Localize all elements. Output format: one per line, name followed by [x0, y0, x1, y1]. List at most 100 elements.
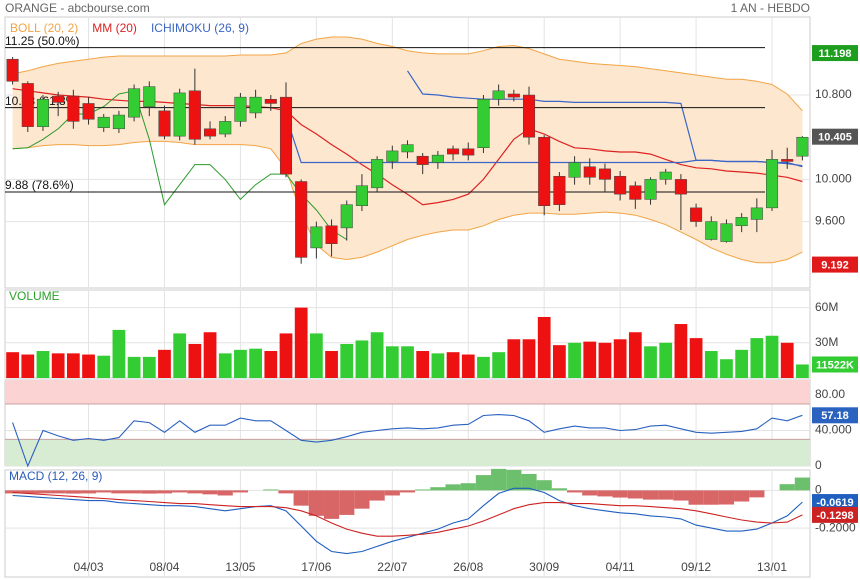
- volume-bar: [112, 329, 126, 378]
- value-tag: 10.405: [818, 132, 852, 144]
- volume-bar: [704, 351, 718, 378]
- x-tick-label: 26/08: [453, 560, 483, 574]
- histogram-bar: [703, 490, 719, 505]
- candle-body: [431, 154, 444, 163]
- fib-label: 11.25 (50.0%): [5, 34, 80, 48]
- candle-body: [538, 136, 551, 207]
- histogram-bar: [96, 490, 112, 493]
- volume-bar: [735, 349, 749, 378]
- candle-body: [310, 226, 323, 249]
- candle-body: [264, 98, 277, 104]
- volume-bar: [674, 324, 688, 378]
- value-tag-box: [812, 356, 858, 373]
- candle-body: [598, 168, 611, 180]
- volume-bar: [264, 351, 278, 378]
- histogram-bar: [445, 484, 461, 491]
- candle-body: [750, 207, 763, 220]
- candle-body: [52, 95, 65, 103]
- histogram-bar: [111, 490, 127, 494]
- candle-body: [371, 159, 384, 189]
- histogram-bar: [734, 490, 750, 502]
- histogram-bar: [217, 490, 233, 496]
- volume-bar: [6, 352, 19, 378]
- volume-bar: [203, 332, 217, 378]
- volume-bar: [355, 340, 369, 378]
- chart-title: ORANGE - abcbourse.com: [5, 1, 150, 15]
- histogram-bar: [582, 490, 598, 496]
- histogram-bar: [642, 490, 659, 500]
- value-tag: -0.0619: [816, 497, 853, 509]
- volume-bar: [385, 346, 399, 378]
- histogram-bar: [688, 490, 704, 505]
- volume-bar: [309, 333, 323, 378]
- volume-bar: [218, 353, 232, 378]
- volume-bar: [51, 353, 65, 378]
- volume-bar: [720, 359, 733, 378]
- candle-body: [492, 90, 505, 100]
- histogram-bar: [491, 468, 507, 491]
- histogram-bar: [779, 484, 795, 491]
- candle-body: [462, 148, 475, 156]
- candle-body: [219, 121, 232, 135]
- histogram-bar: [506, 470, 522, 491]
- candle-body: [629, 185, 642, 200]
- candle-body: [97, 116, 110, 128]
- histogram-bar: [35, 490, 51, 494]
- volume-bar: [613, 339, 627, 378]
- candle-body: [568, 162, 581, 178]
- candle-body: [188, 90, 201, 140]
- candle-body: [173, 92, 186, 137]
- y-tick-label: 60M: [815, 300, 838, 314]
- candle-body: [6, 58, 19, 82]
- histogram-bar: [673, 490, 689, 501]
- legend-entry: MM (20): [92, 21, 137, 35]
- volume-bar: [370, 332, 384, 378]
- histogram-bar: [339, 490, 355, 515]
- x-tick-label: 04/03: [74, 560, 104, 574]
- candle-body: [720, 223, 733, 242]
- candle-body: [386, 150, 399, 162]
- histogram-bar: [612, 490, 628, 498]
- candle-body: [781, 159, 794, 162]
- histogram-bar: [415, 489, 431, 491]
- volume-bar: [553, 345, 566, 378]
- series-line: [12, 487, 803, 555]
- volume-bar: [446, 352, 460, 378]
- histogram-bar: [278, 490, 294, 494]
- candle-body: [325, 225, 338, 244]
- volume-bar: [537, 316, 551, 378]
- volume-bar: [97, 355, 111, 378]
- x-tick-label: 08/04: [149, 560, 179, 574]
- candle-body: [766, 159, 779, 209]
- candle-body: [143, 86, 156, 107]
- candle-body: [295, 181, 308, 258]
- series-line: [12, 414, 803, 468]
- volume-bar: [249, 348, 262, 378]
- histogram-bar: [794, 477, 810, 491]
- histogram-bar: [80, 490, 97, 494]
- volume-bar: [401, 346, 414, 378]
- zone: [5, 439, 810, 466]
- volume-bar: [173, 333, 187, 378]
- candle-body: [158, 110, 171, 137]
- volume-bar: [644, 346, 657, 378]
- panel: [4, 16, 811, 289]
- candle-body: [659, 171, 672, 180]
- x-tick-label: 13/01: [757, 560, 787, 574]
- candle-body: [614, 175, 627, 195]
- candle-body: [583, 166, 596, 178]
- candle-body: [401, 144, 414, 153]
- candle-body: [234, 96, 247, 122]
- y-tick-label: 40.000: [815, 423, 852, 437]
- y-tick-label: 30M: [815, 335, 838, 349]
- candle-body: [340, 204, 353, 229]
- y-tick-label: 80.00: [815, 387, 845, 401]
- y-tick-label: 0: [815, 483, 822, 497]
- volume-bar: [21, 354, 35, 378]
- histogram-bar: [627, 490, 643, 499]
- histogram-bar: [323, 490, 340, 519]
- legend-entry: ICHIMOKU (26, 9): [151, 21, 249, 35]
- histogram-bar: [308, 490, 324, 516]
- volume-bar: [127, 356, 141, 378]
